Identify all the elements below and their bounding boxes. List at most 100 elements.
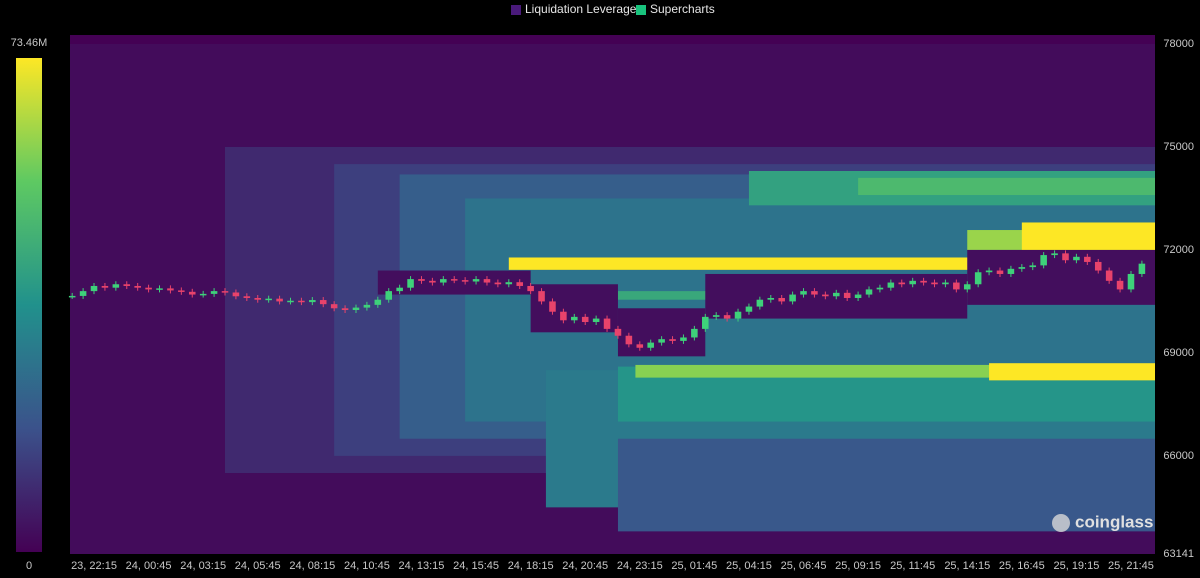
y-tick-label: 63141 — [1163, 548, 1194, 560]
candle — [516, 282, 523, 286]
candle — [1105, 270, 1113, 281]
heat-cell — [967, 249, 1155, 305]
candle — [385, 291, 393, 300]
x-tick-label: 24, 03:15 — [180, 560, 226, 572]
candle — [887, 282, 895, 288]
legend-label[interactable]: Supercharts — [650, 2, 715, 16]
candle — [1062, 253, 1069, 261]
candle — [407, 279, 414, 288]
candle — [625, 335, 633, 345]
candle — [494, 282, 502, 285]
x-tick-label: 24, 13:15 — [399, 560, 445, 572]
x-tick-label: 25, 09:15 — [835, 560, 881, 572]
x-tick-label: 25, 21:45 — [1108, 560, 1154, 572]
candle — [1116, 280, 1124, 290]
candle — [669, 339, 676, 341]
candle — [942, 282, 949, 285]
candle — [832, 292, 840, 297]
candle — [440, 279, 447, 283]
candle — [178, 290, 185, 292]
color-scale-label: 73.46M — [11, 37, 48, 49]
candle — [658, 339, 665, 343]
candle — [854, 294, 862, 298]
candle — [843, 292, 851, 298]
candle — [221, 291, 229, 293]
heat-cell — [858, 177, 1155, 196]
x-tick-label: 25, 14:15 — [944, 560, 990, 572]
candle — [865, 289, 873, 295]
color-scale — [16, 58, 42, 552]
candle — [319, 300, 327, 305]
candle — [363, 304, 371, 308]
x-tick-label: 25, 01:45 — [671, 560, 717, 572]
y-tick-label: 78000 — [1163, 38, 1194, 50]
watermark-logo — [1052, 514, 1070, 532]
heat-cell — [1021, 222, 1155, 250]
candle — [691, 328, 698, 338]
candle — [811, 291, 818, 295]
candle — [265, 298, 272, 301]
candle — [1084, 256, 1091, 262]
candle — [800, 291, 807, 295]
candle — [603, 318, 611, 329]
candle — [647, 342, 654, 348]
candle — [571, 316, 578, 321]
candle — [1138, 263, 1146, 274]
legend-label[interactable]: Liquidation Leverage — [525, 2, 637, 16]
legend-swatch — [636, 5, 646, 15]
candle — [450, 279, 458, 281]
candle — [1051, 253, 1058, 256]
candle — [1029, 265, 1037, 268]
y-tick-label: 66000 — [1163, 450, 1194, 462]
candle — [68, 295, 76, 298]
candle — [505, 282, 513, 285]
x-tick-label: 25, 04:15 — [726, 560, 772, 572]
candle — [560, 311, 567, 321]
candle — [1073, 256, 1080, 261]
candle — [134, 285, 141, 288]
y-tick-label: 75000 — [1163, 141, 1194, 153]
candle — [79, 291, 87, 296]
candle — [592, 318, 600, 323]
candle — [1040, 255, 1047, 266]
legend: Liquidation Leverage Supercharts — [511, 2, 715, 16]
candle — [90, 285, 98, 292]
candle — [287, 300, 294, 303]
candle — [931, 282, 938, 285]
candle — [330, 304, 338, 309]
heat-cell — [530, 284, 618, 333]
candle — [199, 293, 207, 296]
heat-cell — [989, 363, 1155, 381]
candle — [210, 291, 218, 294]
x-tick-label: 23, 22:15 — [71, 560, 117, 572]
candle — [461, 280, 469, 282]
candle — [876, 287, 884, 290]
candle — [778, 297, 785, 302]
candles — [68, 250, 1146, 351]
candle — [483, 279, 491, 283]
candle — [985, 270, 993, 273]
watermark-text: coinglass — [1075, 512, 1153, 531]
candle — [418, 279, 425, 281]
x-tick-label: 24, 05:45 — [235, 560, 281, 572]
candle — [996, 270, 1004, 274]
candle — [712, 315, 720, 317]
candle — [243, 296, 251, 298]
x-tick-label: 24, 18:15 — [508, 560, 554, 572]
candle — [538, 291, 545, 302]
candle — [472, 279, 480, 282]
candle — [1007, 268, 1015, 274]
candle — [723, 315, 731, 319]
color-scale-label: 0 — [26, 560, 32, 572]
candle — [374, 299, 382, 305]
candle — [909, 280, 916, 285]
candle — [734, 311, 742, 319]
candle — [188, 291, 196, 295]
y-tick-label: 72000 — [1163, 244, 1194, 256]
candle — [898, 282, 906, 285]
candle — [549, 301, 556, 312]
candle — [745, 306, 753, 312]
candle — [429, 280, 436, 283]
heatmap — [70, 44, 1156, 554]
